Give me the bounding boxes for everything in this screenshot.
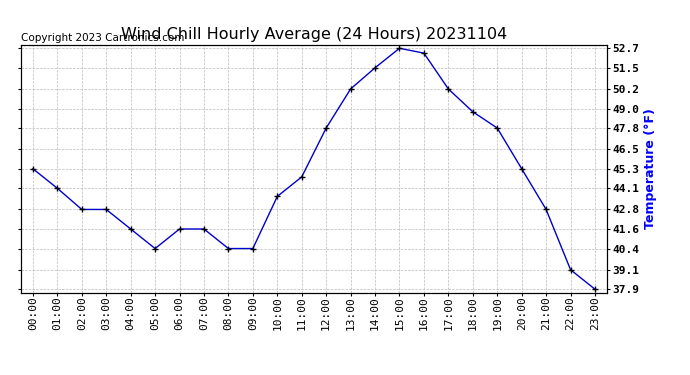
Text: Copyright 2023 Cartronics.com: Copyright 2023 Cartronics.com [21,33,184,42]
Y-axis label: Temperature (°F): Temperature (°F) [644,108,657,229]
Title: Wind Chill Hourly Average (24 Hours) 20231104: Wind Chill Hourly Average (24 Hours) 202… [121,27,507,42]
